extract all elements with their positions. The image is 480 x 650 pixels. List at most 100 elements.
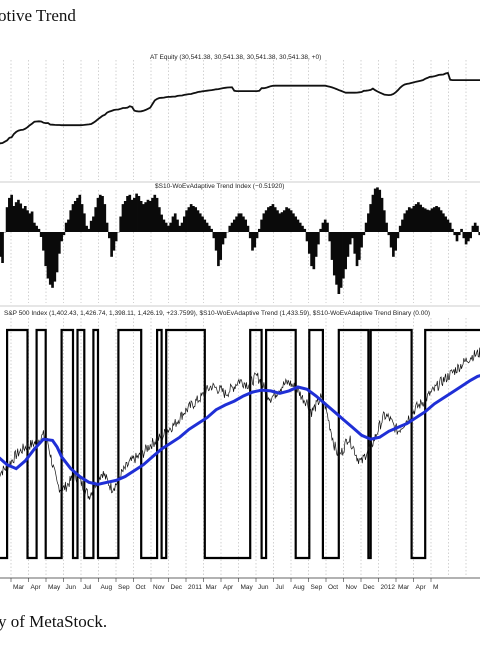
index-bar-35: [76, 197, 79, 232]
index-bar-64: [142, 204, 145, 232]
index-bar-193: [435, 206, 438, 232]
index-bar-6: [10, 194, 13, 232]
index-bar-73: [162, 219, 166, 232]
index-bar-81: [180, 222, 184, 232]
index-bar-23: [48, 232, 52, 285]
index-bar-1: [0, 232, 2, 257]
index-bar-100: [223, 232, 227, 239]
index-bar-160: [360, 232, 363, 248]
index-bar-44: [96, 197, 100, 232]
panel3-title: S&P 500 Index (1,402.43, 1,426.74, 1,398…: [4, 310, 431, 317]
index-bar-143: [321, 222, 325, 232]
panel2-title: $S10-WoEvAdaptive Trend Index (−0.51920): [155, 183, 285, 190]
index-bar-94: [210, 228, 213, 232]
index-bar-30: [64, 222, 68, 232]
index-bar-174: [392, 232, 395, 257]
index-bar-79: [176, 219, 179, 232]
index-bar-155: [348, 232, 352, 245]
index-bar-138: [310, 232, 313, 267]
index-bar-168: [378, 189, 382, 232]
x-tick-label-15: Jul: [276, 584, 285, 591]
index-bar-111: [248, 232, 252, 239]
index-bar-187: [421, 207, 425, 232]
index-bar-104: [232, 219, 236, 232]
index-bar-183: [412, 206, 416, 232]
index-bar-65: [144, 202, 148, 232]
index-bar-112: [251, 232, 254, 251]
index-bar-98: [219, 232, 223, 260]
x-tick-label-8: Nov: [153, 584, 165, 591]
x-tick-label-19: Nov: [346, 584, 358, 591]
index-bar-115: [257, 228, 261, 232]
x-tick-label-14: Jun: [258, 584, 269, 591]
index-bar-205: [462, 232, 466, 239]
index-bar-147: [330, 232, 334, 260]
index-bar-118: [264, 210, 268, 232]
index-bar-31: [67, 219, 70, 232]
index-bar-172: [387, 232, 391, 236]
index-bar-50: [110, 232, 113, 257]
index-bar-135: [303, 228, 307, 232]
index-bar-88: [196, 210, 200, 232]
index-bar-72: [160, 214, 163, 232]
binary-signal-line: [0, 328, 480, 560]
index-bar-107: [239, 213, 243, 232]
index-bar-206: [464, 232, 468, 245]
index-bar-151: [339, 232, 343, 288]
index-bar-45: [98, 194, 102, 232]
index-bar-120: [269, 206, 273, 232]
index-bar-204: [460, 228, 463, 232]
index-bar-28: [60, 232, 63, 242]
index-bar-190: [428, 210, 432, 232]
index-bar-194: [437, 207, 441, 232]
index-bar-140: [314, 232, 318, 257]
index-bar-189: [426, 209, 429, 232]
index-bar-110: [246, 225, 250, 232]
index-bar-52: [114, 232, 118, 242]
index-bar-62: [137, 196, 141, 232]
index-bar-38: [83, 213, 86, 232]
index-bar-162: [364, 222, 368, 232]
index-bar-141: [317, 232, 320, 245]
index-bar-91: [203, 219, 207, 232]
index-bar-209: [471, 225, 475, 232]
index-bar-96: [214, 232, 218, 251]
index-bar-25: [53, 232, 57, 282]
index-bar-195: [439, 210, 443, 232]
index-bar-109: [244, 219, 248, 232]
index-bar-173: [389, 232, 393, 248]
index-bar-131: [294, 216, 298, 232]
index-bar-146: [328, 232, 332, 242]
index-bar-121: [271, 204, 275, 232]
index-bar-89: [198, 213, 202, 232]
index-bar-48: [105, 222, 109, 232]
x-tick-label-20: Dec: [363, 584, 375, 591]
index-bar-11: [21, 208, 25, 232]
index-bar-82: [182, 216, 186, 232]
x-tick-label-10: 2011: [188, 584, 202, 591]
index-bar-59: [130, 199, 134, 232]
index-bar-29: [62, 232, 66, 236]
index-bar-87: [194, 207, 198, 232]
index-bar-158: [355, 232, 359, 267]
index-bar-156: [351, 232, 354, 239]
index-bar-127: [285, 207, 288, 232]
index-bar-179: [403, 213, 407, 232]
index-bar-19: [39, 232, 43, 237]
index-bar-56: [123, 201, 127, 232]
index-bar-37: [80, 204, 84, 232]
x-tick-label-1: Apr: [31, 584, 42, 591]
index-bar-12: [23, 206, 27, 232]
index-bar-17: [35, 225, 38, 232]
x-tick-label-21: 2012: [381, 584, 396, 591]
index-bar-139: [312, 232, 316, 270]
x-tick-label-3: Jun: [66, 584, 77, 591]
index-bar-86: [192, 206, 195, 232]
index-bar-71: [158, 207, 161, 232]
adaptive-trend-line: [0, 374, 480, 486]
index-bar-196: [442, 213, 445, 232]
index-bar-4: [5, 207, 9, 232]
index-bar-182: [410, 208, 413, 232]
index-bar-70: [155, 197, 159, 232]
